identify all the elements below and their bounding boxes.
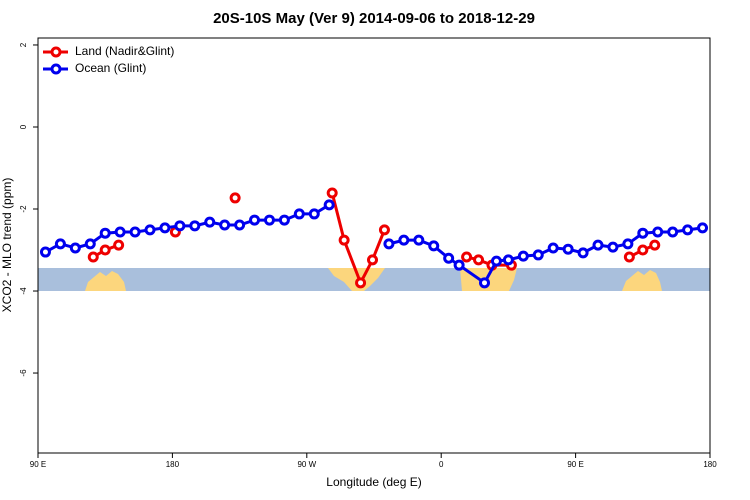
- data-point: [338, 234, 350, 246]
- data-point: [577, 247, 589, 259]
- data-point: [622, 238, 634, 250]
- y-tick-label: -2: [19, 205, 28, 213]
- data-point: [263, 214, 275, 226]
- legend-marker: [50, 46, 62, 58]
- data-point: [219, 219, 231, 231]
- data-point: [398, 234, 410, 246]
- plot-frame: [37, 37, 711, 454]
- data-point: [189, 220, 201, 232]
- data-point: [413, 234, 425, 246]
- y-tick-label: -4: [19, 287, 28, 295]
- data-point: [87, 251, 99, 263]
- data-point: [84, 238, 96, 250]
- y-tick-label: 2: [19, 42, 28, 47]
- data-point: [174, 220, 186, 232]
- x-tick-label: 90 E: [567, 460, 583, 469]
- data-point: [308, 208, 320, 220]
- y-tick-label: -6: [19, 369, 28, 377]
- data-point: [234, 219, 246, 231]
- map-band: [38, 268, 710, 291]
- data-point: [592, 239, 604, 251]
- data-point: [326, 187, 338, 199]
- data-point: [69, 242, 81, 254]
- data-point: [443, 252, 455, 264]
- data-point: [367, 254, 379, 266]
- legend-label: Ocean (Glint): [75, 61, 146, 75]
- data-point: [473, 254, 485, 266]
- data-point: [129, 226, 141, 238]
- data-point: [490, 255, 502, 267]
- data-point: [39, 246, 51, 258]
- data-point: [652, 226, 664, 238]
- data-point: [99, 244, 111, 256]
- data-point: [607, 241, 619, 253]
- data-point: [293, 208, 305, 220]
- y-tick-label: 0: [19, 124, 28, 129]
- data-point: [517, 250, 529, 262]
- data-point: [278, 214, 290, 226]
- data-point: [113, 239, 125, 251]
- data-point: [532, 249, 544, 261]
- data-point: [383, 238, 395, 250]
- land-shape: [622, 270, 662, 291]
- data-point: [502, 254, 514, 266]
- data-point: [355, 277, 367, 289]
- data-point: [323, 199, 335, 211]
- data-point: [204, 216, 216, 228]
- data-point: [623, 251, 635, 263]
- legend-marker: [50, 63, 62, 75]
- chart-title: 20S-10S May (Ver 9) 2014-09-06 to 2018-1…: [213, 10, 535, 27]
- series-line: [466, 255, 512, 267]
- x-tick-label: 0: [439, 460, 444, 469]
- data-point: [428, 240, 440, 252]
- data-point: [54, 238, 66, 250]
- data-point: [637, 227, 649, 239]
- data-point: [461, 251, 473, 263]
- data-point: [667, 226, 679, 238]
- x-tick-label: 180: [166, 460, 180, 469]
- data-point: [697, 222, 709, 234]
- legend-label: Land (Nadir&Glint): [75, 44, 174, 58]
- data-point: [649, 239, 661, 251]
- x-tick-label: 90 E: [30, 460, 46, 469]
- data-point: [159, 222, 171, 234]
- series-line: [388, 226, 703, 285]
- y-axis-label: XCO2 - MLO trend (ppm): [0, 178, 14, 313]
- x-axis-label: Longitude (deg E): [326, 475, 421, 489]
- land-shape: [85, 271, 126, 291]
- data-point: [99, 227, 111, 239]
- data-point: [562, 243, 574, 255]
- data-point: [114, 226, 126, 238]
- data-point: [144, 224, 156, 236]
- legend: Land (Nadir&Glint) Ocean (Glint): [43, 44, 174, 75]
- data-point: [547, 242, 559, 254]
- data-point: [229, 192, 241, 204]
- data-point: [682, 224, 694, 236]
- data-point: [378, 224, 390, 236]
- data-point: [453, 259, 465, 271]
- data-point: [637, 244, 649, 256]
- data-point: [249, 214, 261, 226]
- data-point: [479, 277, 491, 289]
- x-tick-label: 90 W: [297, 460, 316, 469]
- x-tick-label: 180: [703, 460, 717, 469]
